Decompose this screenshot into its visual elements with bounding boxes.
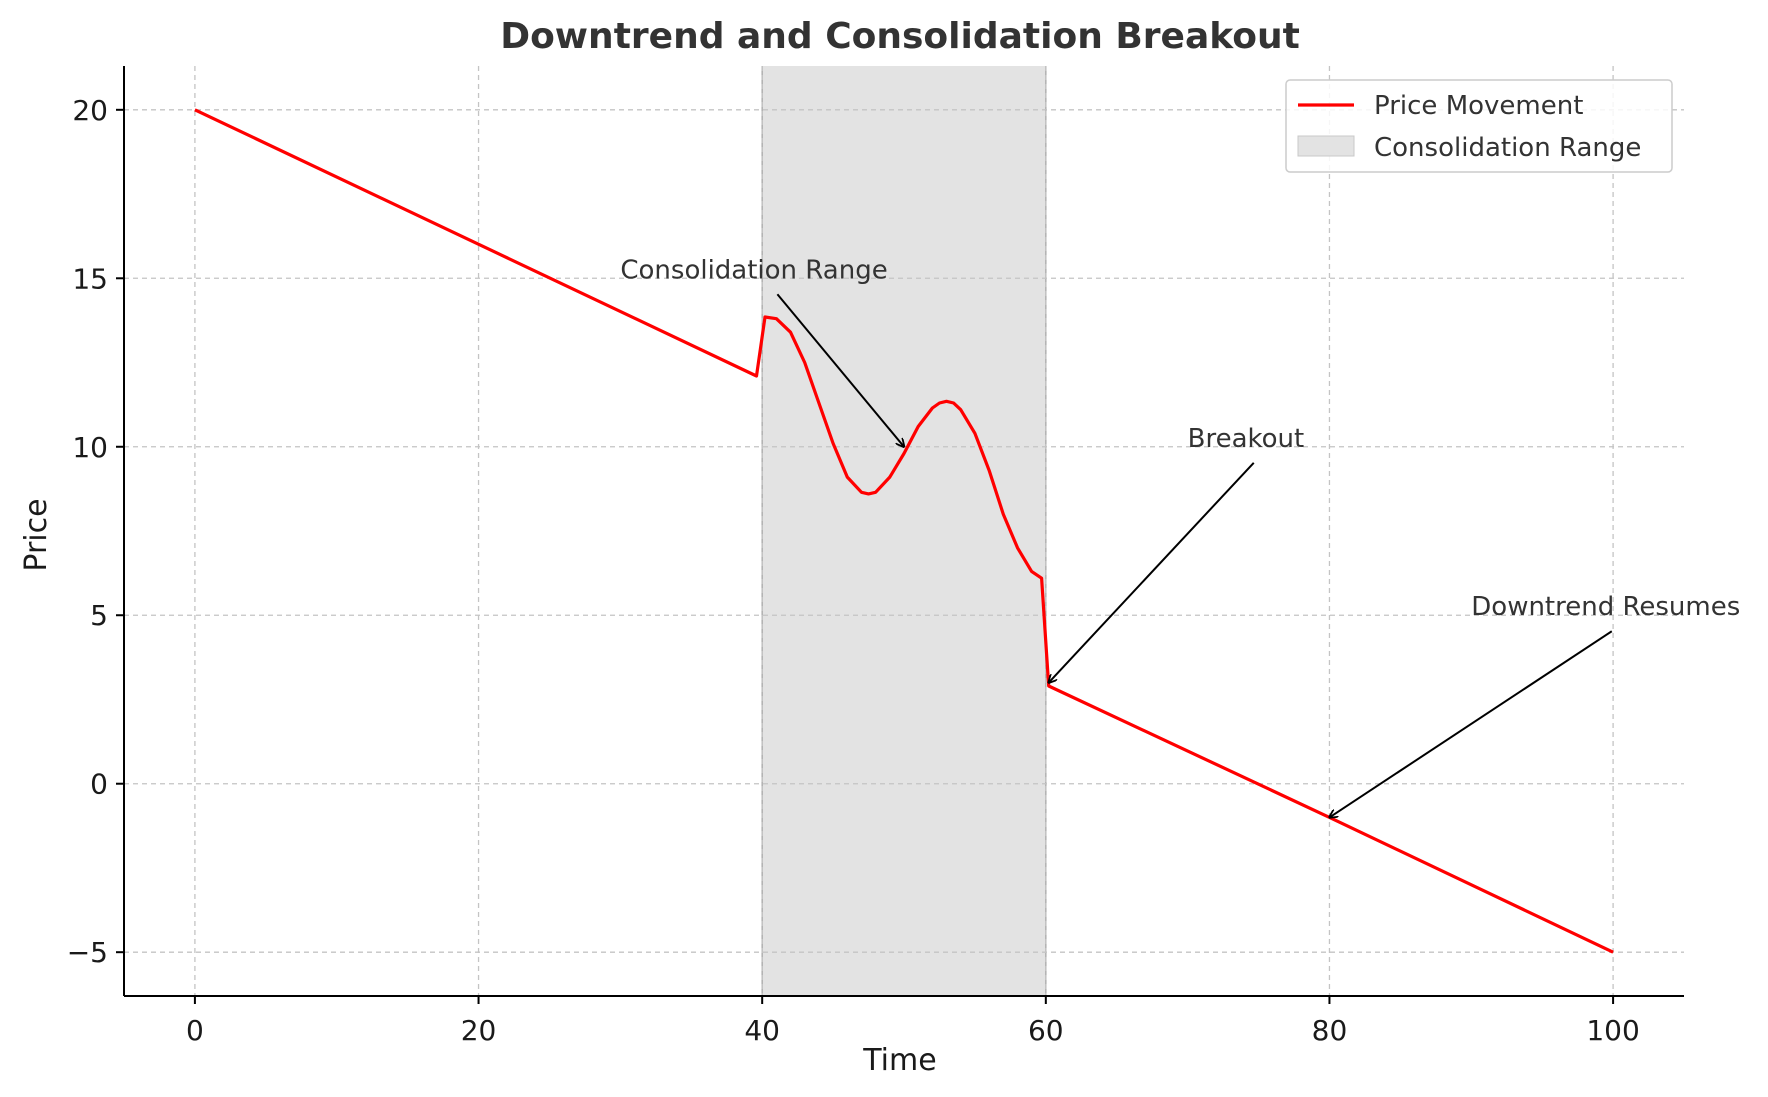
y-tick-label: 15 bbox=[72, 262, 108, 295]
x-tick-label: 60 bbox=[1028, 1014, 1064, 1047]
annotation-arrow bbox=[776, 293, 904, 446]
y-tick-label: 10 bbox=[72, 431, 108, 464]
y-axis-label: Price bbox=[19, 498, 54, 571]
legend: Price Movement Consolidation Range bbox=[1285, 79, 1673, 173]
annotation-arrow bbox=[1049, 462, 1255, 683]
chart-title: Downtrend and Consolidation Breakout bbox=[500, 16, 1300, 57]
y-tick-label: 20 bbox=[72, 94, 108, 127]
x-tick-label: 80 bbox=[1312, 1014, 1348, 1047]
x-tick-label: 20 bbox=[461, 1014, 497, 1047]
annotation-label: Breakout bbox=[1188, 424, 1305, 454]
x-axis-label: Time bbox=[862, 1043, 936, 1078]
series-line-price-movement bbox=[194, 108, 1614, 954]
legend-label-price-movement: Price Movement bbox=[1374, 91, 1583, 121]
legend-swatch-consolidation-range bbox=[1297, 135, 1355, 157]
consolidation-band bbox=[762, 66, 1046, 996]
x-tick-label: 100 bbox=[1586, 1014, 1639, 1047]
y-tick-label: 5 bbox=[90, 599, 108, 632]
annotation-arrow bbox=[1329, 630, 1613, 817]
annotation-label: Consolidation Range bbox=[620, 255, 887, 285]
plot-area: 0 20 40 60 80 100 20 15 10 5 0 −5 Consolidation Rang… bbox=[67, 66, 1740, 1047]
x-tick-label: 0 bbox=[186, 1014, 204, 1047]
annotation-label: Downtrend Resumes bbox=[1471, 592, 1740, 622]
legend-box bbox=[1285, 79, 1673, 173]
y-tick-label: 0 bbox=[90, 768, 108, 801]
y-tick-label: −5 bbox=[67, 936, 108, 969]
legend-label-consolidation-range: Consolidation Range bbox=[1374, 133, 1641, 163]
x-tick-label: 40 bbox=[744, 1014, 780, 1047]
